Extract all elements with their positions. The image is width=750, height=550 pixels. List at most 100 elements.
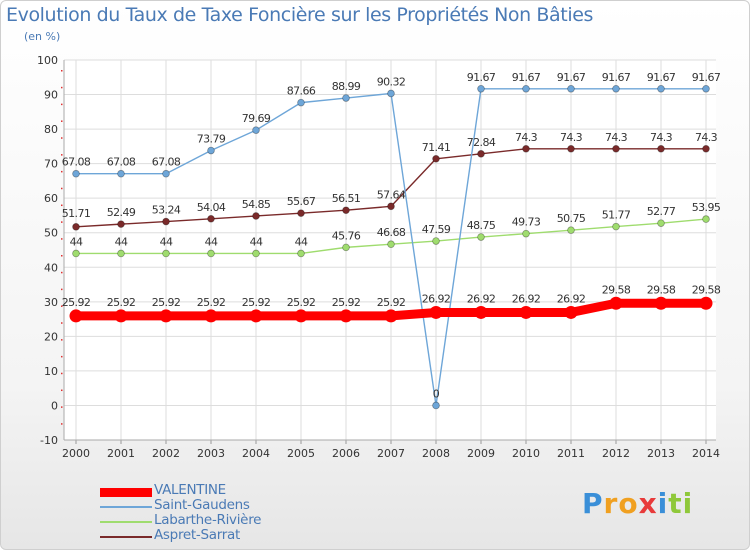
x-tick-label: 2009: [467, 447, 495, 460]
data-label: 56.51: [332, 192, 361, 205]
y-tick-label: 60: [44, 192, 58, 205]
data-label: 67.08: [152, 156, 181, 169]
data-label: 57.64: [377, 188, 406, 201]
data-label: 25.92: [332, 296, 361, 309]
data-point: [249, 309, 263, 323]
logo-letter: P: [582, 487, 604, 520]
x-tick-label: 2005: [287, 447, 315, 460]
data-point: [342, 206, 350, 215]
grid: [64, 59, 716, 441]
data-label: 44: [295, 235, 308, 248]
x-tick-label: 2001: [107, 447, 135, 460]
data-label: 25.92: [197, 296, 226, 309]
y-axis-unit-label: (en %): [24, 30, 61, 43]
x-tick-label: 2010: [512, 447, 540, 460]
logo-letter: r: [603, 487, 619, 520]
axis-dot: [61, 255, 63, 257]
legend-label: Labarthe-Rivière: [154, 512, 262, 528]
data-label: 87.66: [287, 85, 316, 98]
y-tick-label: 0: [51, 399, 58, 412]
axis-dot: [61, 170, 63, 173]
data-point: [117, 249, 125, 258]
data-label: 44: [115, 235, 128, 248]
data-label: 91.67: [512, 71, 541, 84]
data-point: [387, 202, 395, 211]
data-point: [72, 169, 80, 178]
data-label: 91.67: [692, 71, 721, 84]
logo-letter: x: [638, 487, 658, 520]
data-point: [342, 94, 350, 102]
data-label: 74.3: [695, 131, 718, 144]
x-tick-label: 2002: [152, 447, 180, 460]
data-point: [117, 169, 125, 178]
data-point: [702, 215, 710, 223]
data-point: [519, 305, 533, 319]
data-label: 25.92: [62, 296, 91, 309]
data-point: [522, 229, 530, 238]
data-point: [207, 214, 215, 223]
data-label: 74.3: [515, 131, 538, 144]
y-tick-label: 100: [37, 54, 58, 67]
data-point: [474, 305, 488, 319]
series-lines: [69, 84, 713, 410]
data-point: [207, 249, 215, 258]
data-point: [477, 84, 485, 93]
data-point: [567, 84, 575, 93]
data-point: [72, 223, 80, 231]
data-point: [207, 146, 215, 155]
data-label: 53.24: [152, 204, 181, 217]
data-label: 91.67: [557, 71, 586, 84]
data-point: [252, 212, 260, 220]
data-label: 91.67: [467, 71, 496, 84]
axis-dot: [61, 70, 63, 72]
data-label: 25.92: [107, 296, 136, 309]
y-tick-label: -10: [40, 434, 58, 447]
data-label: 54.04: [197, 201, 226, 214]
axis-dot: [61, 86, 63, 89]
data-label: 74.3: [605, 131, 628, 144]
data-point: [522, 144, 530, 153]
logo-letter: o: [618, 487, 639, 520]
data-label: 25.92: [287, 296, 316, 309]
data-point: [612, 84, 620, 93]
x-tick-label: 2003: [197, 447, 225, 460]
data-label: 25.92: [377, 296, 406, 309]
data-label: 90.32: [377, 75, 406, 88]
data-point: [162, 169, 170, 178]
axis-dot: [61, 423, 63, 425]
data-label: 26.92: [512, 292, 541, 305]
legend-label: Aspret-Sarrat: [154, 527, 240, 543]
x-tick-label: 2007: [377, 447, 405, 460]
chart-title: Evolution du Taux de Taxe Foncière sur l…: [6, 4, 594, 26]
axis-dot: [61, 221, 63, 223]
data-point: [432, 401, 440, 410]
data-point: [657, 144, 665, 153]
data-point: [477, 233, 485, 241]
data-point: [69, 309, 83, 323]
y-tick-label: 50: [44, 227, 58, 240]
axis-dot: [61, 406, 63, 408]
logo-letter: t: [668, 487, 683, 520]
axis-dot: [61, 305, 63, 307]
data-point: [657, 219, 665, 227]
logo-letter: i: [682, 487, 694, 520]
data-label: 79.69: [242, 112, 271, 125]
x-tick-label: 2006: [332, 447, 360, 460]
axis-dot: [61, 137, 63, 139]
data-point: [72, 249, 80, 258]
axis-dot: [61, 103, 63, 106]
y-tick-label: 40: [44, 261, 58, 274]
axis-dot: [61, 204, 63, 207]
data-label: 25.92: [242, 296, 271, 309]
data-label: 26.92: [557, 292, 586, 305]
plot-area: [64, 60, 716, 440]
data-point: [612, 144, 620, 153]
y-tick-label: 30: [44, 296, 58, 309]
legend-swatch: [100, 506, 152, 508]
data-point: [342, 243, 350, 252]
data-point: [384, 309, 398, 323]
data-label: 55.67: [287, 195, 316, 208]
data-label: 29.58: [692, 283, 721, 296]
data-label: 44: [250, 235, 263, 248]
x-tick-label: 2014: [692, 447, 720, 460]
